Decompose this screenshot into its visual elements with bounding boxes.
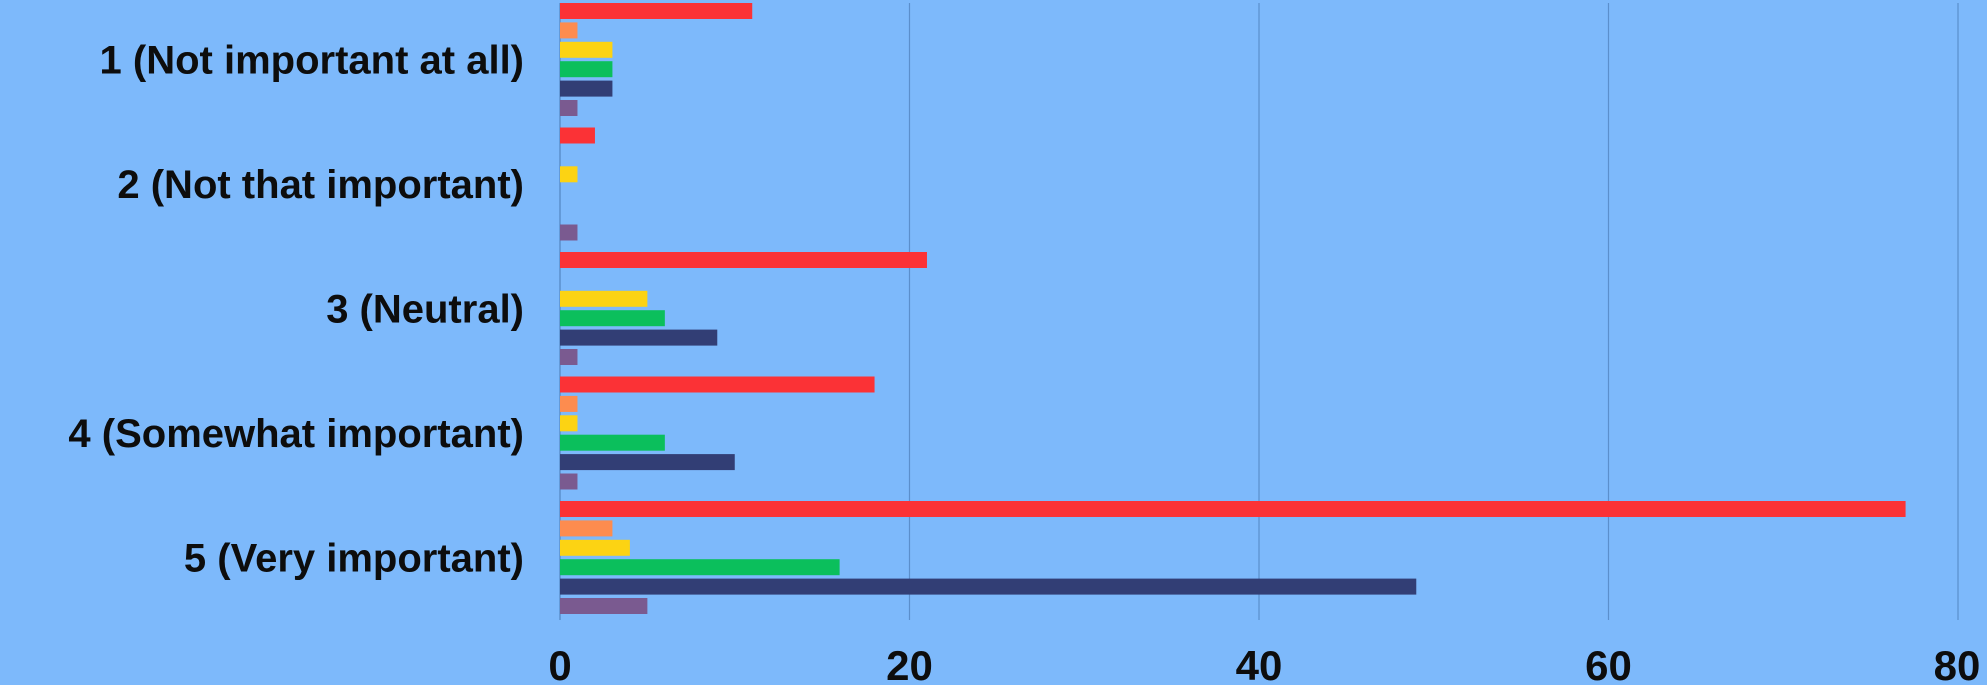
bar-cat4-series3: [560, 415, 578, 432]
bar-cat5-series1: [560, 501, 1906, 517]
category-label-2: 2 (Not that important): [117, 163, 524, 207]
bar-cat5-series4: [560, 559, 840, 576]
category-label-3: 3 (Neutral): [326, 288, 524, 332]
bar-cat3-series6: [560, 349, 578, 365]
grid-lines: [559, 3, 1959, 620]
bar-cat5-series5: [560, 578, 1417, 595]
bar-cat5-series3: [560, 539, 630, 556]
bars: [560, 3, 1906, 614]
x-tick-label-0: 0: [548, 642, 571, 685]
x-tick-labels: 0 20 40 60 80: [548, 642, 1980, 685]
bar-cat1-series2: [560, 22, 578, 39]
category-label-1: 1 (Not important at all): [100, 39, 524, 83]
x-tick-label-40: 40: [1236, 642, 1283, 685]
bar-cat4-series4: [560, 434, 665, 451]
bar-cat4-series6: [560, 473, 578, 490]
category-labels: 1 (Not important at all) 2 (Not that imp…: [68, 39, 524, 581]
category-label-5: 5 (Very important): [184, 537, 524, 581]
bar-cat1-series3: [560, 41, 613, 58]
bar-cat4-series5: [560, 454, 735, 471]
bar-cat1-series1: [560, 3, 753, 19]
bar-cat5-series6: [560, 598, 648, 614]
bar-cat3-series3: [560, 290, 648, 307]
bar-cat3-series5: [560, 329, 718, 346]
bar-cat4-series2: [560, 395, 578, 412]
bar-cat1-series4: [560, 61, 613, 78]
bar-cat5-series2: [560, 520, 613, 537]
bar-cat3-series1: [560, 252, 927, 268]
bar-cat4-series1: [560, 376, 875, 393]
bar-cat2-series6: [560, 224, 578, 241]
bar-cat1-series5: [560, 80, 613, 97]
bar-cat1-series6: [560, 100, 578, 116]
category-label-4: 4 (Somewhat important): [68, 412, 524, 456]
bar-cat2-series1: [560, 127, 595, 144]
x-tick-label-80: 80: [1934, 642, 1981, 685]
bar-cat3-series4: [560, 310, 665, 327]
x-tick-label-60: 60: [1585, 642, 1632, 685]
bar-cat2-series3: [560, 166, 578, 183]
x-tick-label-20: 20: [886, 642, 933, 685]
